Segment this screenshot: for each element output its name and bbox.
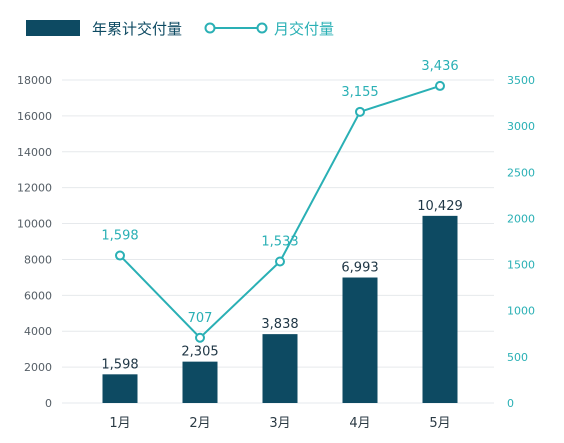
bar bbox=[182, 361, 218, 403]
legend-bar-swatch bbox=[26, 20, 80, 36]
x-tick-label: 4月 bbox=[349, 416, 370, 431]
y-right-tick-label: 3500 bbox=[507, 74, 535, 87]
y-right-tick-label: 1500 bbox=[507, 259, 535, 272]
y-right-tick-label: 500 bbox=[507, 351, 528, 364]
y-left-tick-label: 2000 bbox=[24, 361, 52, 374]
bar bbox=[422, 215, 458, 403]
bar bbox=[262, 334, 298, 403]
y-right-tick-label: 2500 bbox=[507, 166, 535, 179]
bar-series: 1,598 2,305 3,838 6,993 10,429 bbox=[101, 199, 463, 403]
bar bbox=[342, 277, 378, 403]
bar bbox=[102, 374, 138, 403]
y-left-tick-label: 10000 bbox=[17, 218, 52, 231]
y-left-tick-label: 12000 bbox=[17, 182, 52, 195]
y-left-tick-label: 18000 bbox=[17, 74, 52, 87]
line-point bbox=[195, 332, 205, 343]
bar-data-label: 1,598 bbox=[101, 357, 138, 372]
line-data-label: 707 bbox=[188, 311, 213, 326]
y-axis-left: 0 2000 4000 6000 8000 10000 12000 14000 16000 180… bbox=[17, 74, 52, 410]
y-right-tick-label: 1000 bbox=[507, 305, 535, 318]
bar-data-label: 6,993 bbox=[341, 261, 378, 276]
line-point bbox=[275, 256, 285, 267]
y-left-tick-label: 0 bbox=[45, 397, 52, 410]
bar-data-label: 2,305 bbox=[181, 345, 218, 360]
legend-line-marker-left bbox=[204, 22, 216, 34]
y-axis-right: 0 500 1000 1500 2000 2500 3000 3500 bbox=[507, 74, 535, 410]
x-tick-label: 5月 bbox=[429, 416, 450, 431]
line-path bbox=[119, 84, 441, 340]
bar-data-label: 10,429 bbox=[417, 199, 463, 214]
y-left-tick-label: 8000 bbox=[24, 253, 52, 266]
y-right-tick-label: 2000 bbox=[507, 212, 535, 225]
x-tick-label: 3月 bbox=[269, 416, 290, 431]
bar-data-label: 3,838 bbox=[261, 317, 298, 332]
x-tick-label: 2月 bbox=[189, 416, 210, 431]
legend-line-label: 月交付量 bbox=[274, 20, 334, 38]
y-right-tick-label: 3000 bbox=[507, 120, 535, 133]
line-series: 1,598 707 1,533 3,155 3,436 bbox=[101, 59, 459, 343]
x-axis: 1月 2月 3月 4月 5月 bbox=[109, 416, 450, 431]
legend-bar-label: 年累计交付量 bbox=[92, 20, 182, 38]
line-point bbox=[115, 250, 125, 261]
y-left-tick-label: 6000 bbox=[24, 289, 52, 302]
y-left-tick-label: 4000 bbox=[24, 325, 52, 338]
x-tick-label: 1月 bbox=[109, 416, 130, 431]
y-left-tick-label: 16000 bbox=[17, 110, 52, 123]
y-right-tick-label: 0 bbox=[507, 397, 514, 410]
line-data-label: 1,598 bbox=[101, 229, 138, 244]
legend: 年累计交付量 月交付量 bbox=[26, 20, 334, 38]
legend-line-marker-right bbox=[256, 22, 268, 34]
line-data-label: 3,436 bbox=[421, 59, 458, 74]
y-left-tick-label: 14000 bbox=[17, 146, 52, 159]
line-data-label: 3,155 bbox=[341, 85, 378, 100]
line-data-label: 1,533 bbox=[261, 235, 298, 250]
line-point bbox=[355, 106, 365, 117]
line-point bbox=[435, 80, 445, 91]
